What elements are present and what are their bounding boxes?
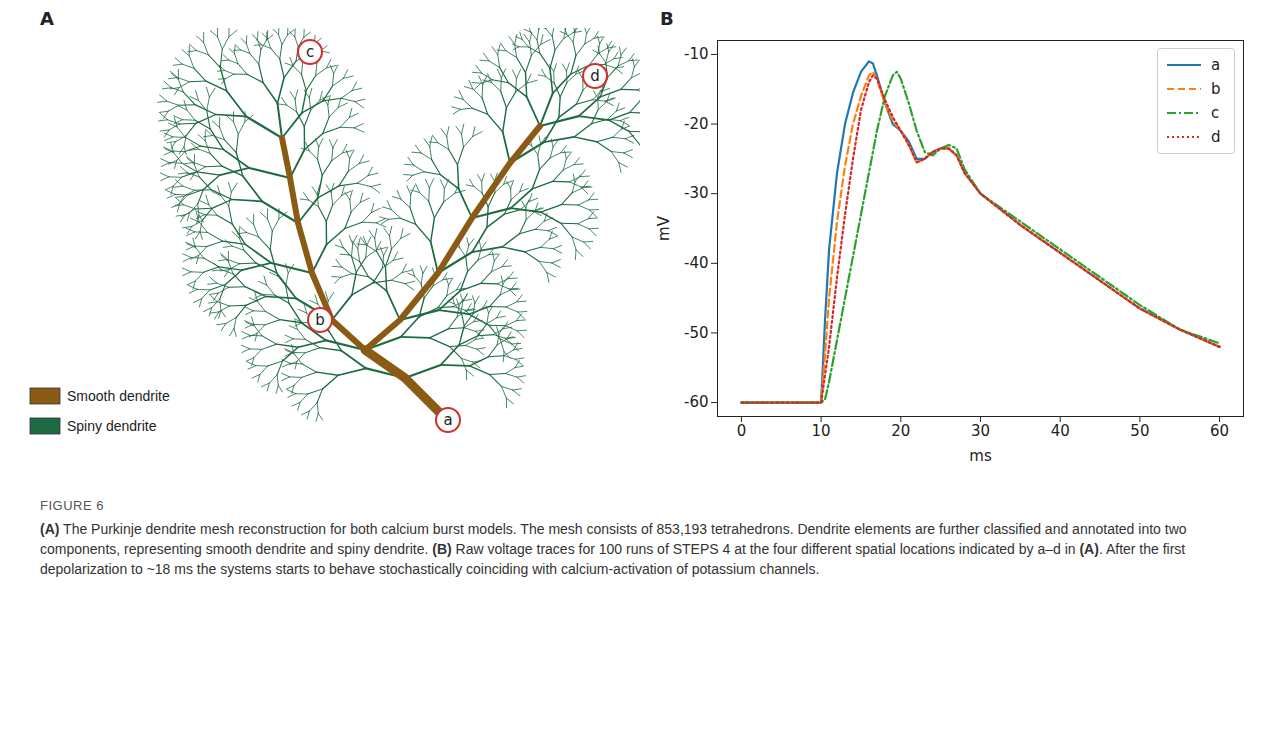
svg-text:-60: -60 xyxy=(684,393,709,411)
svg-text:60: 60 xyxy=(1210,422,1229,440)
svg-text:30: 30 xyxy=(971,422,990,440)
svg-text:-20: -20 xyxy=(684,115,709,133)
svg-text:Smooth dendrite: Smooth dendrite xyxy=(67,388,170,404)
svg-text:mV: mV xyxy=(655,215,673,241)
svg-text:-10: -10 xyxy=(684,45,709,63)
html-text:B: B xyxy=(660,8,674,29)
svg-text:b: b xyxy=(315,311,325,329)
svg-text:10: 10 xyxy=(812,422,831,440)
html-text:A: A xyxy=(40,8,54,29)
html-text:FIGURE 6: FIGURE 6 xyxy=(40,498,104,513)
svg-text:d: d xyxy=(590,67,600,85)
svg-text:-40: -40 xyxy=(684,254,709,272)
svg-text:ms: ms xyxy=(969,447,992,465)
svg-text:d: d xyxy=(1211,128,1221,146)
svg-text:40: 40 xyxy=(1051,422,1070,440)
svg-text:0: 0 xyxy=(737,422,747,440)
svg-text:-30: -30 xyxy=(684,184,709,202)
svg-text:a: a xyxy=(1211,56,1220,74)
svg-text:b: b xyxy=(1211,80,1221,98)
svg-text:-50: -50 xyxy=(684,324,709,342)
svg-text:Spiny dendrite: Spiny dendrite xyxy=(67,418,157,434)
svg-text:20: 20 xyxy=(891,422,910,440)
svg-text:a: a xyxy=(443,411,452,429)
svg-text:c: c xyxy=(1211,104,1219,122)
svg-text:c: c xyxy=(306,43,314,61)
html-text:(A) The Purkinje dendrite mesh: (A) The Purkinje dendrite mesh reconstru… xyxy=(40,521,1187,577)
svg-text:50: 50 xyxy=(1130,422,1149,440)
